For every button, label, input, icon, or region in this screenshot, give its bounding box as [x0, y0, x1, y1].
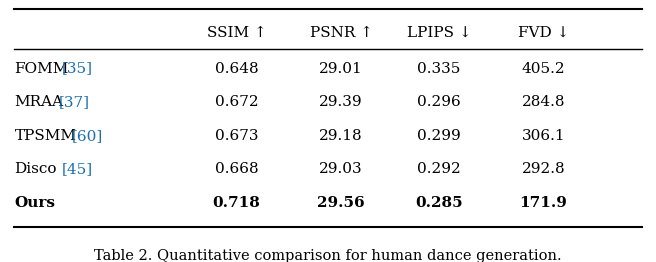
Text: 29.03: 29.03: [319, 162, 363, 177]
Text: 29.39: 29.39: [319, 95, 363, 109]
Text: FOMM: FOMM: [14, 62, 69, 76]
Text: MRAA: MRAA: [14, 95, 64, 109]
Text: 0.672: 0.672: [215, 95, 258, 109]
Text: 29.56: 29.56: [318, 196, 365, 210]
Text: [45]: [45]: [62, 162, 92, 177]
Text: 29.18: 29.18: [319, 129, 363, 143]
Text: 292.8: 292.8: [522, 162, 565, 177]
Text: LPIPS ↓: LPIPS ↓: [407, 26, 472, 40]
Text: FVD ↓: FVD ↓: [518, 26, 569, 40]
Text: SSIM ↑: SSIM ↑: [207, 26, 266, 40]
Text: 0.668: 0.668: [215, 162, 258, 177]
Text: 171.9: 171.9: [520, 196, 567, 210]
Text: 29.01: 29.01: [319, 62, 363, 76]
Text: PSNR ↑: PSNR ↑: [310, 26, 373, 40]
Text: 306.1: 306.1: [522, 129, 565, 143]
Text: TPSMM: TPSMM: [14, 129, 77, 143]
Text: 0.292: 0.292: [417, 162, 461, 177]
Text: 0.718: 0.718: [213, 196, 260, 210]
Text: [35]: [35]: [62, 62, 92, 76]
Text: 0.648: 0.648: [215, 62, 258, 76]
Text: Table 2. Quantitative comparison for human dance generation.: Table 2. Quantitative comparison for hum…: [94, 249, 562, 262]
Text: 0.335: 0.335: [417, 62, 461, 76]
Text: 0.299: 0.299: [417, 129, 461, 143]
Text: 0.673: 0.673: [215, 129, 258, 143]
Text: Ours: Ours: [14, 196, 56, 210]
Text: 0.285: 0.285: [415, 196, 463, 210]
Text: 0.296: 0.296: [417, 95, 461, 109]
Text: [37]: [37]: [59, 95, 90, 109]
Text: Disco: Disco: [14, 162, 57, 177]
Text: 405.2: 405.2: [522, 62, 565, 76]
Text: [60]: [60]: [72, 129, 103, 143]
Text: 284.8: 284.8: [522, 95, 565, 109]
